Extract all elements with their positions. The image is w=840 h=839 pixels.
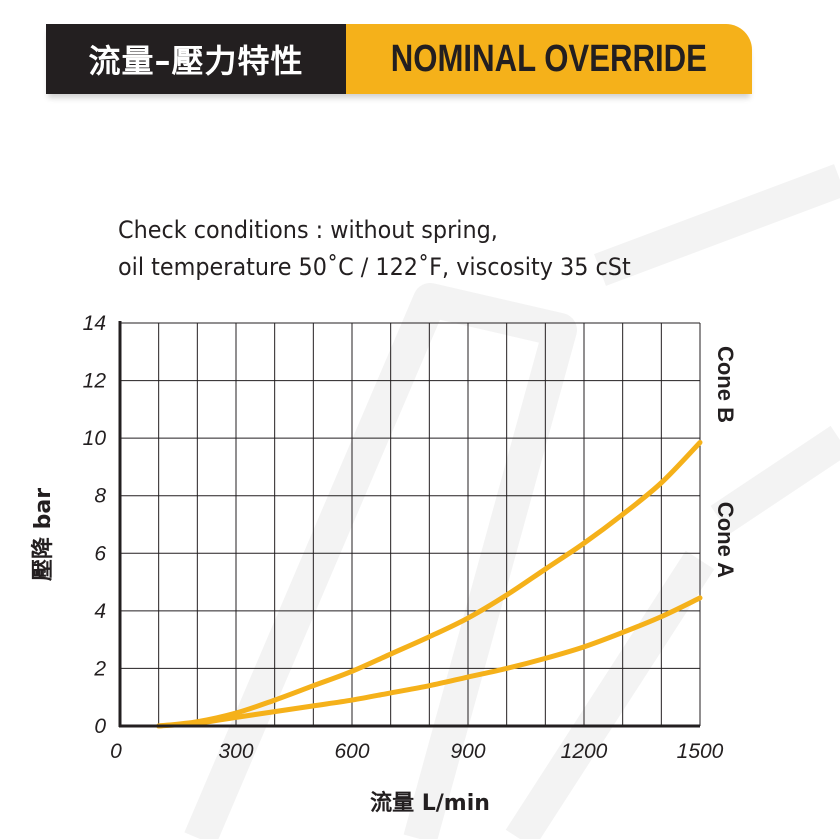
section-header: 流量–壓力特性 NOMINAL OVERRIDE — [46, 24, 752, 94]
header-title-english: NOMINAL OVERRIDE — [346, 24, 752, 94]
chart-grid — [120, 322, 701, 726]
x-tick-label: 1200 — [561, 740, 608, 763]
y-axis-title: 壓降 bar — [31, 488, 56, 581]
y-tick-label: 6 — [94, 542, 106, 565]
x-tick-label: 0 — [110, 740, 122, 763]
header-title-chinese: 流量–壓力特性 — [46, 24, 346, 94]
y-tick-label: 14 — [83, 312, 106, 335]
series-line-cone-b — [156, 439, 703, 729]
y-tick-label: 10 — [83, 427, 107, 450]
conditions-line-1: Check conditions : without spring, — [118, 216, 498, 244]
series-label-cone-a: Cone A — [713, 502, 738, 578]
series-line-cone-a — [156, 595, 703, 729]
x-tick-label: 1500 — [677, 740, 724, 763]
x-tick-label: 900 — [450, 740, 485, 763]
y-tick-label: 2 — [93, 657, 106, 680]
x-axis-title: 流量 L/min — [370, 790, 490, 816]
y-tick-label: 8 — [94, 485, 106, 508]
y-tick-label: 12 — [83, 370, 107, 393]
chart-axes — [118, 321, 700, 728]
chart-curves — [156, 439, 703, 729]
y-tick-label: 4 — [94, 600, 106, 623]
series-label-cone-b: Cone B — [713, 346, 738, 423]
check-conditions: Check conditions : without spring, oil t… — [118, 212, 758, 286]
x-tick-label: 300 — [218, 740, 253, 763]
chart-series-labels: Cone B Cone A — [713, 346, 738, 578]
conditions-line-2: oil temperature 50˚C / 122˚F, viscosity … — [118, 253, 631, 281]
chart-tick-labels: 0 2 4 6 8 10 12 14 0 300 600 900 1200 1500 — [83, 312, 724, 763]
x-tick-label: 600 — [334, 740, 369, 763]
y-tick-label: 0 — [94, 715, 106, 738]
